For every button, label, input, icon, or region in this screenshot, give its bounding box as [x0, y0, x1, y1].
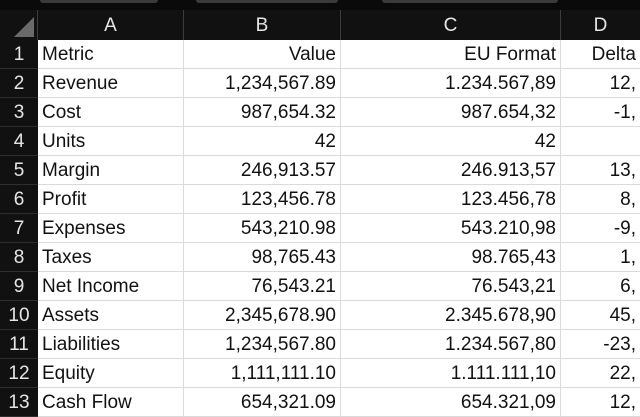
cell-metric[interactable]: Expenses — [38, 214, 184, 243]
row-header[interactable]: 10 — [0, 301, 38, 330]
cell-value[interactable]: 654,321.09 — [184, 388, 341, 417]
cell-delta[interactable] — [561, 127, 640, 156]
column-header-row: A B C D — [0, 10, 640, 40]
row-header[interactable]: 11 — [0, 330, 38, 359]
table-row: 1 Metric Value EU Format Delta — [0, 40, 640, 69]
cell-delta[interactable]: 12, — [561, 388, 640, 417]
cell-delta[interactable]: -9, — [561, 214, 640, 243]
cell-metric[interactable]: Cash Flow — [38, 388, 184, 417]
cell-delta[interactable]: 12, — [561, 69, 640, 98]
window-top-bar — [0, 0, 640, 10]
row-header[interactable]: 6 — [0, 185, 38, 214]
row-header[interactable]: 12 — [0, 359, 38, 388]
cell-delta[interactable]: Delta — [561, 40, 640, 69]
table-row: 10 Assets 2,345,678.90 2.345.678,90 45, — [0, 301, 640, 330]
cell-value[interactable]: 98,765.43 — [184, 243, 341, 272]
table-row: 2 Revenue 1,234,567.89 1.234.567,89 12, — [0, 69, 640, 98]
table-row: 11 Liabilities 1,234,567.80 1.234.567,80 -23… — [0, 330, 640, 359]
toolbar-pill — [40, 0, 158, 3]
column-header-c[interactable]: C — [341, 10, 561, 40]
cell-value[interactable]: 123,456.78 — [184, 185, 341, 214]
cell-delta[interactable]: 8, — [561, 185, 640, 214]
cell-metric[interactable]: Taxes — [38, 243, 184, 272]
cell-delta[interactable]: 22, — [561, 359, 640, 388]
cell-metric[interactable]: Units — [38, 127, 184, 156]
cell-eu-format[interactable]: 1.234.567,89 — [341, 69, 561, 98]
toolbar-pill — [382, 0, 558, 3]
cell-delta[interactable]: 45, — [561, 301, 640, 330]
table-row: 5 Margin 246,913.57 246.913,57 13, — [0, 156, 640, 185]
select-all-button[interactable] — [0, 10, 38, 40]
table-row: 13 Cash Flow 654,321.09 654.321,09 12, — [0, 388, 640, 417]
table-row: 6 Profit 123,456.78 123.456,78 8, — [0, 185, 640, 214]
row-header[interactable]: 13 — [0, 388, 38, 417]
table-row: 9 Net Income 76,543.21 76.543,21 6, — [0, 272, 640, 301]
cell-value[interactable]: 987,654.32 — [184, 98, 341, 127]
cell-delta[interactable]: 6, — [561, 272, 640, 301]
cell-metric[interactable]: Metric — [38, 40, 184, 69]
table-row: 12 Equity 1,111,111.10 1.111.111,10 22, — [0, 359, 640, 388]
cell-eu-format[interactable]: 246.913,57 — [341, 156, 561, 185]
cell-eu-format[interactable]: 76.543,21 — [341, 272, 561, 301]
cell-delta[interactable]: -1, — [561, 98, 640, 127]
cell-value[interactable]: 42 — [184, 127, 341, 156]
cell-value[interactable]: 1,234,567.80 — [184, 330, 341, 359]
row-header[interactable]: 1 — [0, 40, 38, 69]
cell-value[interactable]: Value — [184, 40, 341, 69]
cell-metric[interactable]: Net Income — [38, 272, 184, 301]
row-header[interactable]: 4 — [0, 127, 38, 156]
table-row: 4 Units 42 42 — [0, 127, 640, 156]
cell-eu-format[interactable]: 654.321,09 — [341, 388, 561, 417]
cell-metric[interactable]: Margin — [38, 156, 184, 185]
cell-metric[interactable]: Profit — [38, 185, 184, 214]
cell-value[interactable]: 543,210.98 — [184, 214, 341, 243]
row-header[interactable]: 7 — [0, 214, 38, 243]
column-header-d[interactable]: D — [593, 15, 608, 36]
cell-eu-format[interactable]: 543.210,98 — [341, 214, 561, 243]
cell-eu-format[interactable]: 1.111.111,10 — [341, 359, 561, 388]
cell-eu-format[interactable]: 2.345.678,90 — [341, 301, 561, 330]
cell-eu-format[interactable]: 1.234.567,80 — [341, 330, 561, 359]
table-row: 3 Cost 987,654.32 987.654,32 -1, — [0, 98, 640, 127]
cell-eu-format[interactable]: 123.456,78 — [341, 185, 561, 214]
row-header[interactable]: 9 — [0, 272, 38, 301]
cell-eu-format[interactable]: 98.765,43 — [341, 243, 561, 272]
cell-value[interactable]: 1,234,567.89 — [184, 69, 341, 98]
cell-eu-format[interactable]: 987.654,32 — [341, 98, 561, 127]
row-header[interactable]: 3 — [0, 98, 38, 127]
row-header[interactable]: 2 — [0, 69, 38, 98]
cell-metric[interactable]: Cost — [38, 98, 184, 127]
cell-metric[interactable]: Assets — [38, 301, 184, 330]
cell-delta[interactable]: 1, — [561, 243, 640, 272]
cell-delta[interactable]: -23, — [561, 330, 640, 359]
cell-value[interactable]: 76,543.21 — [184, 272, 341, 301]
table-row: 8 Taxes 98,765.43 98.765,43 1, — [0, 243, 640, 272]
select-all-triangle-icon — [14, 17, 34, 37]
column-header-a[interactable]: A — [38, 10, 184, 40]
toolbar-pill — [196, 0, 338, 3]
cell-metric[interactable]: Equity — [38, 359, 184, 388]
column-header-b[interactable]: B — [184, 10, 341, 40]
row-header[interactable]: 8 — [0, 243, 38, 272]
row-header[interactable]: 5 — [0, 156, 38, 185]
cell-value[interactable]: 246,913.57 — [184, 156, 341, 185]
cell-metric[interactable]: Liabilities — [38, 330, 184, 359]
cell-eu-format[interactable]: EU Format — [341, 40, 561, 69]
table-row: 7 Expenses 543,210.98 543.210,98 -9, — [0, 214, 640, 243]
cell-metric[interactable]: Revenue — [38, 69, 184, 98]
cell-value[interactable]: 2,345,678.90 — [184, 301, 341, 330]
cell-delta[interactable]: 13, — [561, 156, 640, 185]
cell-value[interactable]: 1,111,111.10 — [184, 359, 341, 388]
cell-eu-format[interactable]: 42 — [341, 127, 561, 156]
